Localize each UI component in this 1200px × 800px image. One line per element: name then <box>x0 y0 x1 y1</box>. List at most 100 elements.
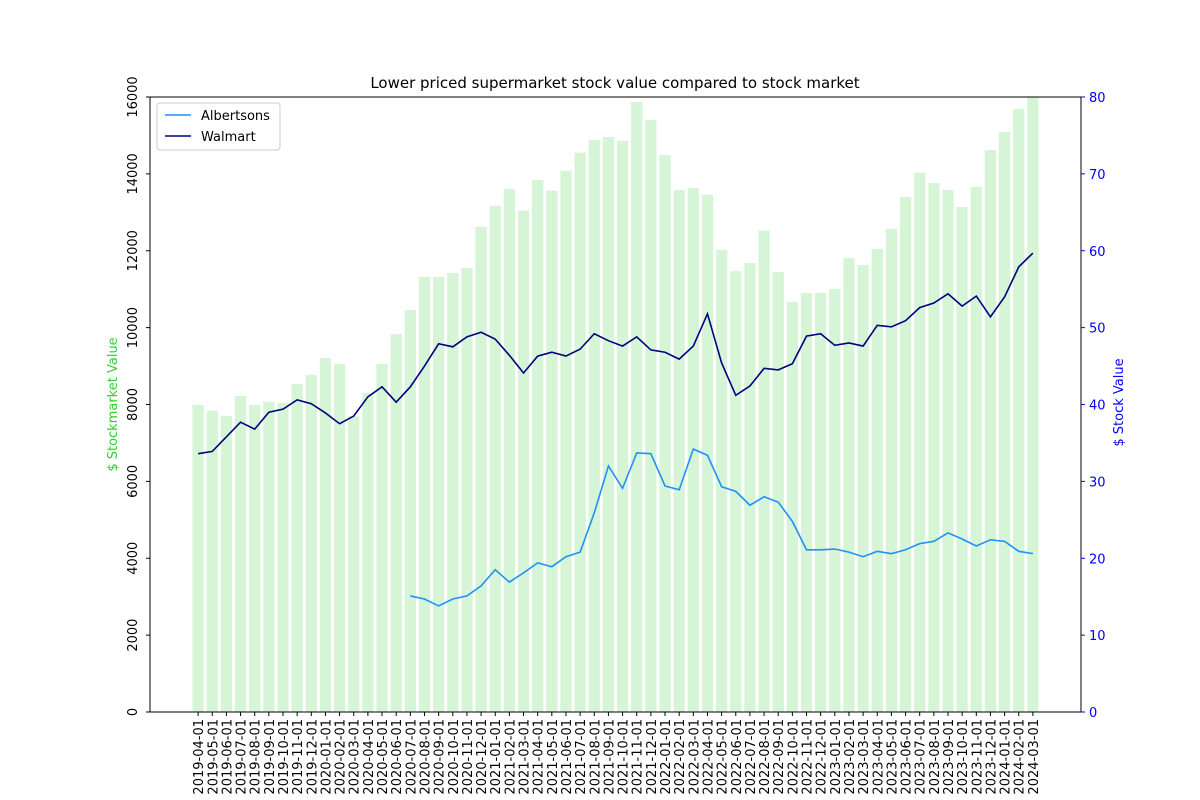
x-tick-label: 2020-06-01 <box>390 719 405 795</box>
x-tick-label: 2019-09-01 <box>263 719 278 795</box>
bar <box>461 268 473 712</box>
bar <box>447 273 459 712</box>
x-tick-label: 2021-06-01 <box>560 719 575 795</box>
bar <box>277 402 289 712</box>
y2-tick-label: 40 <box>1089 399 1106 414</box>
y2-tick-label: 10 <box>1089 629 1106 644</box>
x-tick-label: 2019-11-01 <box>291 719 306 795</box>
x-tick-label: 2024-01-01 <box>999 719 1014 795</box>
y2-tick-label: 0 <box>1089 706 1097 721</box>
bar <box>249 404 261 712</box>
y-tick-label: 14000 <box>126 153 141 194</box>
bar <box>404 309 416 712</box>
x-tick-label: 2021-05-01 <box>546 719 561 795</box>
x-tick-label: 2019-05-01 <box>206 719 221 795</box>
x-tick-label: 2022-11-01 <box>801 719 816 795</box>
legend-label: Albertsons <box>201 109 270 124</box>
x-tick-label: 2023-12-01 <box>984 719 999 795</box>
bar <box>560 170 572 713</box>
x-tick-label: 2022-07-01 <box>744 719 759 795</box>
x-tick-label: 2023-08-01 <box>928 719 943 795</box>
bar <box>758 230 770 712</box>
bar <box>418 276 431 712</box>
bar <box>843 258 855 712</box>
x-tick-label: 2019-06-01 <box>220 719 235 795</box>
bar <box>220 416 233 712</box>
bar <box>234 396 247 712</box>
x-tick-label: 2022-06-01 <box>730 719 745 795</box>
bar <box>532 180 544 712</box>
bar <box>432 276 445 712</box>
legend-label: Walmart <box>201 130 256 145</box>
bar <box>390 334 402 712</box>
x-tick-label: 2020-10-01 <box>447 719 462 795</box>
x-tick-label: 2023-11-01 <box>970 719 985 795</box>
y2-tick-label: 80 <box>1089 91 1106 106</box>
bar <box>659 155 671 712</box>
bar <box>772 271 784 712</box>
x-tick-label: 2021-08-01 <box>588 719 603 795</box>
bar <box>857 264 869 712</box>
x-tick-label: 2023-10-01 <box>956 719 971 795</box>
y2-tick-label: 30 <box>1089 475 1106 490</box>
bar <box>673 190 685 713</box>
x-tick-label: 2023-03-01 <box>857 719 872 795</box>
x-tick-label: 2023-04-01 <box>871 719 886 795</box>
bar <box>631 101 643 712</box>
bar <box>503 188 516 713</box>
x-tick-label: 2023-05-01 <box>885 719 900 795</box>
bar <box>602 136 615 713</box>
x-tick-label: 2020-01-01 <box>319 719 334 795</box>
y2-tick-label: 70 <box>1089 168 1106 183</box>
bar <box>786 301 799 712</box>
x-tick-label: 2020-08-01 <box>418 719 433 795</box>
line-series <box>197 252 1034 455</box>
bar <box>715 249 728 712</box>
bar <box>263 401 275 712</box>
y-axis-label: $ Stockmarket Value <box>106 337 121 471</box>
x-tick-label: 2020-04-01 <box>362 719 377 795</box>
bar <box>942 190 954 713</box>
x-tick-label: 2020-07-01 <box>404 719 419 795</box>
bar <box>362 392 374 712</box>
bar <box>899 196 912 712</box>
x-tick-label: 2021-10-01 <box>617 719 632 795</box>
x-tick-label: 2021-09-01 <box>602 719 617 795</box>
bar <box>928 183 940 713</box>
x-tick-label: 2021-01-01 <box>489 719 504 795</box>
bar <box>206 411 218 712</box>
bar <box>291 384 303 712</box>
x-tick-label: 2024-02-01 <box>1013 719 1028 795</box>
y-tick-label: 8000 <box>126 388 141 421</box>
bar <box>305 374 317 712</box>
x-tick-label: 2023-06-01 <box>900 719 915 795</box>
y-tick-label: 10000 <box>126 307 141 348</box>
bar <box>546 190 558 713</box>
y-tick-label: 4000 <box>126 542 141 575</box>
x-tick-label: 2022-08-01 <box>758 719 773 795</box>
y-tick-label: 2000 <box>126 619 141 652</box>
x-tick-label: 2019-04-01 <box>192 719 207 795</box>
x-tick-label: 2021-02-01 <box>503 719 518 795</box>
bar <box>815 293 827 712</box>
bar <box>1013 108 1025 712</box>
bar <box>885 228 898 712</box>
x-tick-label: 2021-04-01 <box>532 719 547 795</box>
x-tick-label: 2019-07-01 <box>235 719 250 795</box>
x-tick-label: 2020-11-01 <box>461 719 476 795</box>
x-tick-label: 2019-10-01 <box>277 719 292 795</box>
bar <box>574 152 586 712</box>
x-tick-label: 2022-12-01 <box>815 719 830 795</box>
x-tick-label: 2022-05-01 <box>716 719 731 795</box>
bar <box>645 120 657 712</box>
bar <box>956 206 968 712</box>
bar <box>701 195 714 712</box>
bar <box>744 263 756 712</box>
bar <box>1027 97 1039 712</box>
x-tick-label: 2023-01-01 <box>829 719 844 795</box>
y-tick-label: 16000 <box>126 76 141 117</box>
x-tick-label: 2019-12-01 <box>305 719 320 795</box>
x-tick-label: 2020-02-01 <box>334 719 349 795</box>
bar <box>192 404 204 712</box>
